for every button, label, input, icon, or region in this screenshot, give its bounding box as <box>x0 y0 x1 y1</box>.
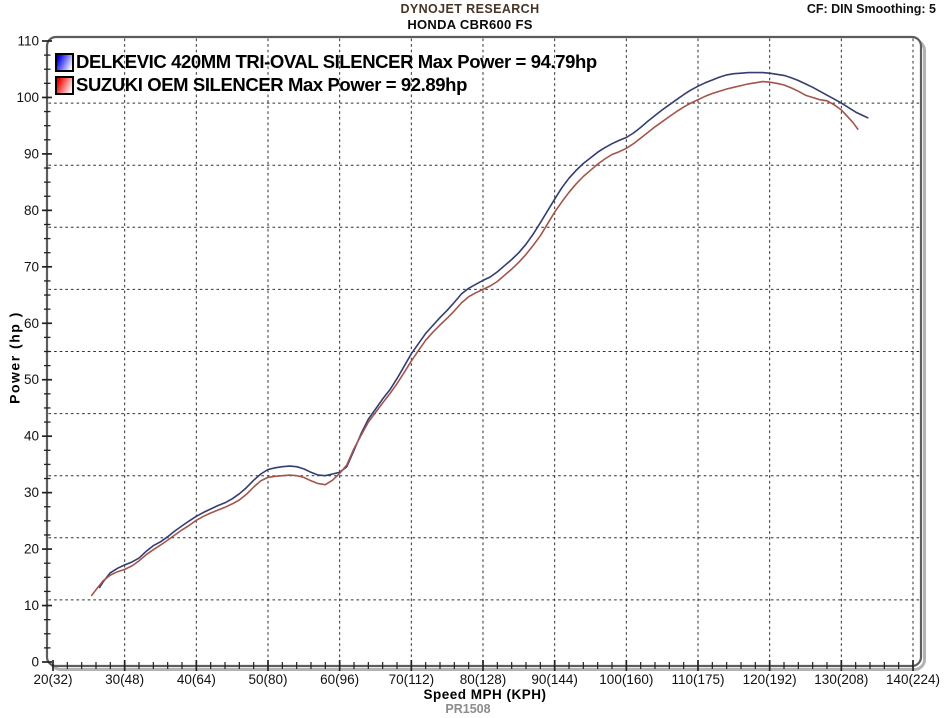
y-tick-label: 80 <box>24 203 39 218</box>
series-delkevic <box>98 71 869 589</box>
y-tick-label: 0 <box>31 655 39 670</box>
correction-smoothing-info: CF: DIN Smoothing: 5 <box>806 2 936 16</box>
y-tick-label: 40 <box>24 429 39 444</box>
y-tick-label: 100 <box>16 90 39 105</box>
vehicle-name: HONDA CBR600 FS <box>407 17 533 32</box>
chart-header: DYNOJET RESEARCH HONDA CBR600 FS <box>0 2 940 32</box>
suzuki-series-swatch <box>55 76 74 95</box>
x-tick-label: 30(48) <box>105 672 144 687</box>
plot-frame <box>45 35 926 671</box>
x-tick-label: 110(175) <box>671 672 724 687</box>
legend-item-suzuki: SUZUKI OEM SILENCER Max Power = 92.89hp <box>55 74 597 97</box>
x-tick-label: 70(112) <box>389 672 435 687</box>
legend-label-delkevic: DELKEVIC 420MM TRI-OVAL SILENCER Max Pow… <box>76 51 597 73</box>
y-tick-label: 10 <box>24 598 39 613</box>
y-tick-label: 70 <box>24 259 39 274</box>
x-tick-label: 80(128) <box>460 672 507 687</box>
x-tick-label: 100(160) <box>599 672 653 687</box>
x-tick-label: 90(144) <box>531 672 578 687</box>
x-tick-label: 50(80) <box>248 672 287 687</box>
x-axis-title: Speed MPH (KPH) <box>423 687 547 702</box>
legend: DELKEVIC 420MM TRI-OVAL SILENCER Max Pow… <box>55 51 597 97</box>
x-tick-label: 130(208) <box>814 672 868 687</box>
x-tick-label: 140(224) <box>886 672 940 687</box>
y-tick-label: 90 <box>24 146 39 161</box>
y-tick-label: 60 <box>24 316 39 331</box>
series-suzuki <box>90 80 859 597</box>
y-axis-ticks: 0 10 20 30 40 50 60 70 80 90 100 110 <box>16 34 52 670</box>
report-title: DYNOJET RESEARCH <box>400 2 540 16</box>
delkevic-series-swatch <box>55 53 74 72</box>
x-tick-label: 40(64) <box>177 672 216 687</box>
x-tick-label: 120(192) <box>743 672 797 687</box>
y-tick-label: 50 <box>24 372 39 387</box>
gridlines <box>48 38 920 665</box>
y-tick-label: 30 <box>24 485 39 500</box>
legend-label-suzuki: SUZUKI OEM SILENCER Max Power = 92.89hp <box>76 74 467 96</box>
x-tick-label: 20(32) <box>33 672 72 687</box>
y-axis-title: Power (hp ) <box>6 311 23 404</box>
y-tick-label: 110 <box>17 34 39 49</box>
y-tick-label: 20 <box>24 542 39 557</box>
x-tick-label: 60(96) <box>320 672 359 687</box>
legend-item-delkevic: DELKEVIC 420MM TRI-OVAL SILENCER Max Pow… <box>55 51 597 74</box>
run-code: PR1508 <box>445 702 491 716</box>
x-axis-ticks: 20(32) 30(48) 40(64) 50(80) 60(96) 70(112) 80(… <box>33 660 940 687</box>
